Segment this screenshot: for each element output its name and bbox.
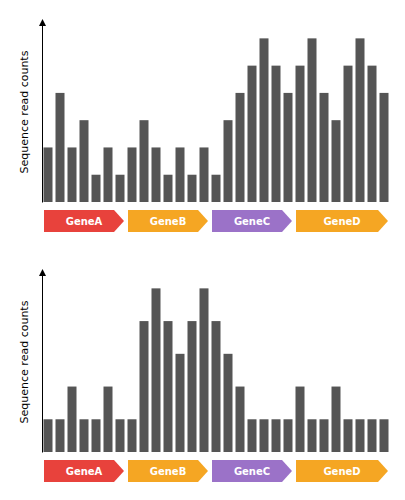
bar	[332, 387, 341, 452]
bar-chart: Sequence read counts GeneA GeneB GeneC GeneD	[18, 273, 389, 483]
bar	[56, 419, 65, 452]
bar	[236, 387, 245, 452]
bar	[272, 66, 281, 202]
bar	[380, 93, 389, 202]
y-axis-label: Sequence read counts	[18, 50, 31, 173]
gene-arrow	[296, 210, 388, 232]
bar	[164, 175, 173, 202]
bars	[44, 288, 389, 452]
bar	[152, 147, 161, 202]
bar	[176, 147, 185, 202]
bar-chart: Sequence read counts GeneA GeneB GeneC GeneD	[18, 23, 389, 233]
y-axis	[42, 23, 43, 203]
bars	[44, 38, 389, 202]
gene-strip: GeneA GeneB GeneC GeneD	[44, 210, 388, 232]
bar	[140, 120, 149, 202]
bar	[68, 147, 77, 202]
bar	[212, 175, 221, 202]
y-axis	[42, 273, 43, 453]
gene-label: GeneD	[323, 216, 360, 227]
bar	[344, 66, 353, 202]
bar	[176, 354, 185, 452]
bar	[128, 419, 137, 452]
gene-arrow	[44, 210, 124, 232]
gene-label: GeneD	[323, 466, 360, 477]
bar	[260, 38, 269, 202]
bar	[104, 147, 113, 202]
gene-label: GeneB	[150, 216, 187, 227]
bar	[188, 175, 197, 202]
bar	[356, 419, 365, 452]
bar	[332, 120, 341, 202]
bar	[200, 147, 209, 202]
bar	[212, 321, 221, 452]
bar	[296, 387, 305, 452]
bar	[104, 387, 113, 452]
bar	[92, 419, 101, 452]
bar	[320, 419, 329, 452]
gene-label: GeneC	[234, 466, 270, 477]
y-axis-label: Sequence read counts	[18, 300, 31, 423]
bar	[368, 419, 377, 452]
bar	[80, 120, 89, 202]
gene-label: GeneA	[66, 216, 103, 227]
bar	[224, 354, 233, 452]
bar	[224, 120, 233, 202]
bar	[308, 419, 317, 452]
y-axis-line	[42, 23, 43, 203]
bar	[248, 66, 257, 202]
bar	[116, 419, 125, 452]
gene-arrow	[296, 460, 388, 482]
bar	[368, 66, 377, 202]
bar	[320, 93, 329, 202]
bar	[68, 387, 77, 452]
bar	[200, 288, 209, 452]
figure: Sequence read counts GeneA GeneB GeneC GeneD…	[0, 0, 405, 500]
bar	[248, 419, 257, 452]
bar	[44, 419, 53, 452]
gene-arrow	[212, 210, 292, 232]
y-axis-line	[42, 273, 43, 453]
bar	[80, 419, 89, 452]
gene-arrow	[128, 210, 208, 232]
bar	[128, 147, 137, 202]
bar	[272, 419, 281, 452]
bar	[188, 321, 197, 452]
bar	[152, 288, 161, 452]
bar	[140, 321, 149, 452]
gene-arrow	[212, 460, 292, 482]
bar	[296, 66, 305, 202]
bar	[164, 321, 173, 452]
gene-arrow	[44, 460, 124, 482]
bar	[92, 175, 101, 202]
bar	[236, 93, 245, 202]
bar	[44, 147, 53, 202]
bar	[308, 38, 317, 202]
bar	[284, 93, 293, 202]
gene-label: GeneC	[234, 216, 270, 227]
bar	[380, 419, 389, 452]
gene-label: GeneB	[150, 466, 187, 477]
bar	[56, 93, 65, 202]
bar	[260, 419, 269, 452]
gene-label: GeneA	[66, 466, 103, 477]
gene-arrow	[128, 460, 208, 482]
gene-strip: GeneA GeneB GeneC GeneD	[44, 460, 388, 482]
bar	[356, 38, 365, 202]
bar	[284, 419, 293, 452]
bar	[116, 175, 125, 202]
bar	[344, 419, 353, 452]
